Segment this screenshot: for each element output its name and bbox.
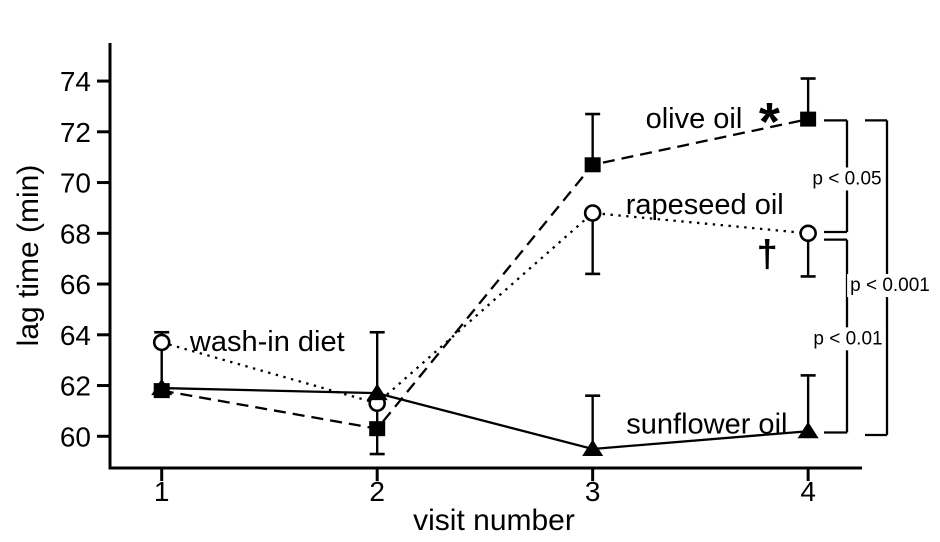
- x-tick-label: 3: [585, 476, 601, 507]
- annotation-sunflower-oil: sunflower oil: [626, 409, 787, 441]
- p-value-label: p < 0.01: [813, 328, 882, 349]
- annotation-symbol-dagger: †: [757, 233, 778, 275]
- marker-rapeseed-oil-visit-3: [583, 204, 602, 222]
- marker-olive-oil-visit-2: [369, 421, 386, 437]
- x-axis-title: visit number: [413, 504, 575, 537]
- marker-olive-oil-visit-4: [800, 111, 817, 127]
- p-value-label-bg: [809, 167, 885, 191]
- y-tick-label: 70: [60, 168, 91, 199]
- y-tick-label: 64: [60, 320, 91, 351]
- y-tick-label: 60: [60, 421, 91, 452]
- y-tick-label: 74: [60, 66, 91, 97]
- x-tick-label: 4: [800, 476, 816, 507]
- annotation-wash-in-diet: wash-in diet: [189, 326, 345, 358]
- marker-rapeseed-oil-visit-1: [152, 333, 171, 352]
- series-line-sunflower-oil: [161, 386, 809, 451]
- p-value-label-bg: [810, 327, 886, 351]
- annotation-symbol-star: *: [759, 92, 780, 152]
- y-tick-label: 66: [60, 269, 91, 300]
- annotation-rapeseed-oil: rapeseed oil: [626, 189, 784, 221]
- x-tick-label: 2: [369, 476, 385, 507]
- marker-sunflower-oil-visit-3: [582, 439, 604, 456]
- p-value-label: p < 0.05: [812, 168, 881, 189]
- y-tick-label: 72: [60, 117, 91, 148]
- annotation-olive-oil: olive oil: [646, 103, 743, 135]
- y-tick-label: 68: [60, 218, 91, 249]
- x-tick-label: 1: [154, 476, 170, 507]
- marker-sunflower-oil-visit-1: [151, 378, 173, 396]
- marker-sunflower-oil-visit-4: [797, 421, 819, 439]
- y-tick-label: 62: [60, 371, 91, 402]
- p-value-label: p < 0.001: [850, 275, 930, 296]
- p-value-label-bg: [847, 274, 933, 298]
- series-line-rapeseed-oil: [161, 211, 809, 405]
- series-line-olive-oil: [161, 117, 809, 430]
- marker-olive-oil-visit-3: [584, 157, 601, 173]
- marker-rapeseed-oil-visit-4: [799, 224, 817, 243]
- marker-sunflower-oil-visit-2: [366, 383, 388, 401]
- y-axis-title: lag time (min): [12, 165, 45, 347]
